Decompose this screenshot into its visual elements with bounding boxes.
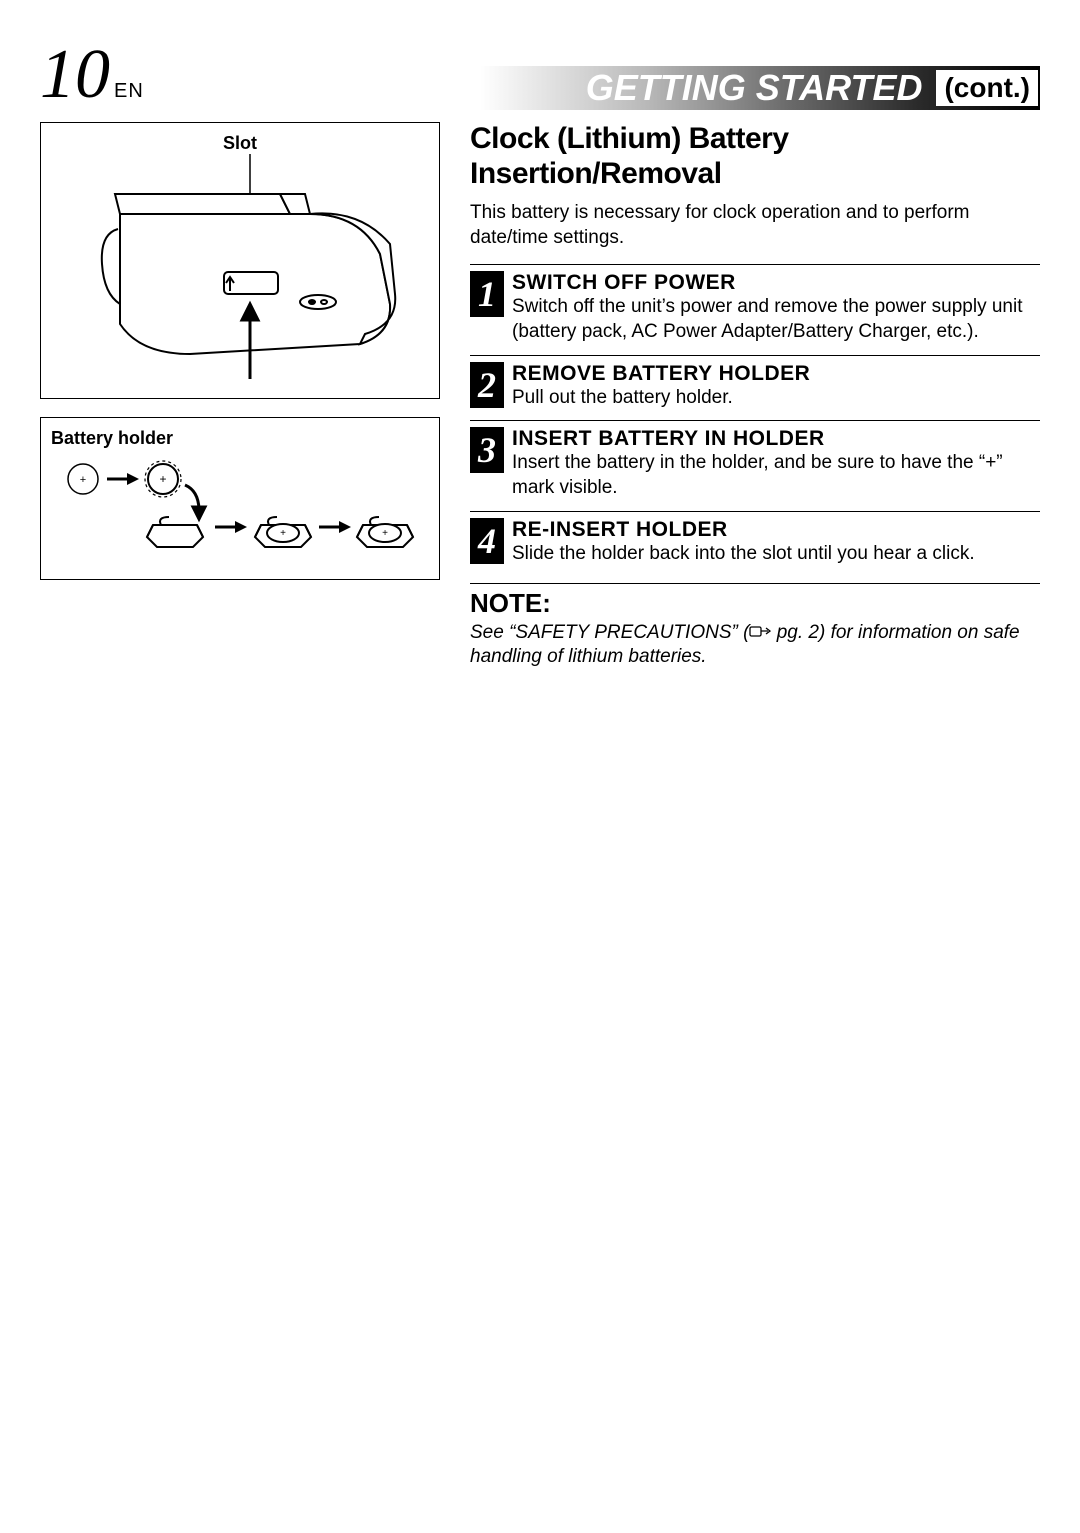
step-3: 3 INSERT BATTERY IN HOLDER Insert the ba… [470,420,1040,510]
camcorder-illustration [60,154,420,384]
main-columns: Slot [40,122,1040,670]
step-1: 1 SWITCH OFF POWER Switch off the unit’s… [470,264,1040,354]
battery-holder-illustration: + + [55,455,425,565]
figure-battery-holder: Battery holder + [40,417,440,580]
step-title: INSERT BATTERY IN HOLDER [512,427,1040,451]
step-title: REMOVE BATTERY HOLDER [512,362,1040,386]
note-title: NOTE: [470,583,1040,619]
page-number-block: 10 EN [40,40,144,110]
step-text: Insert the battery in the holder, and be… [512,451,1040,500]
step-body: SWITCH OFF POWER Switch off the unit’s p… [512,271,1040,344]
svg-text:+: + [80,474,86,486]
step-text: Pull out the battery holder. [512,386,1040,411]
right-column: Clock (Lithium) Battery Insertion/Remova… [470,122,1040,670]
left-column: Slot [40,122,440,670]
header-section-title: GETTING STARTED [536,67,927,109]
page-language: EN [114,80,144,103]
step-4: 4 RE-INSERT HOLDER Slide the holder back… [470,511,1040,577]
step-number: 3 [470,427,504,473]
note-text: See “SAFETY PRECAUTIONS” ( pg. 2) for in… [470,621,1040,670]
page-number: 10 [40,40,110,110]
slot-label: Slot [51,133,429,154]
section-intro: This battery is necessary for clock oper… [470,201,1040,250]
step-title: SWITCH OFF POWER [512,271,1040,295]
step-text: Slide the holder back into the slot unti… [512,542,1040,567]
section-title: Clock (Lithium) Battery Insertion/Remova… [470,122,1040,191]
page-header: 10 EN GETTING STARTED (cont.) [40,40,1040,110]
figure-slot: Slot [40,122,440,399]
step-body: REMOVE BATTERY HOLDER Pull out the batte… [512,362,1040,411]
step-number: 2 [470,362,504,408]
step-body: RE-INSERT HOLDER Slide the holder back i… [512,518,1040,567]
svg-text:+: + [280,528,286,539]
note-text-pre: See “SAFETY PRECAUTIONS” ( [470,622,749,643]
step-title: RE-INSERT HOLDER [512,518,1040,542]
step-number: 4 [470,518,504,564]
header-cont: (cont.) [936,70,1038,106]
battery-holder-label: Battery holder [51,428,429,449]
page-ref-icon [749,624,771,638]
header-title-wrap: GETTING STARTED (cont.) [536,66,1040,110]
step-body: INSERT BATTERY IN HOLDER Insert the batt… [512,427,1040,500]
step-number: 1 [470,271,504,317]
svg-text:+: + [382,528,388,539]
step-text: Switch off the unit’s power and remove t… [512,295,1040,344]
step-2: 2 REMOVE BATTERY HOLDER Pull out the bat… [470,355,1040,421]
